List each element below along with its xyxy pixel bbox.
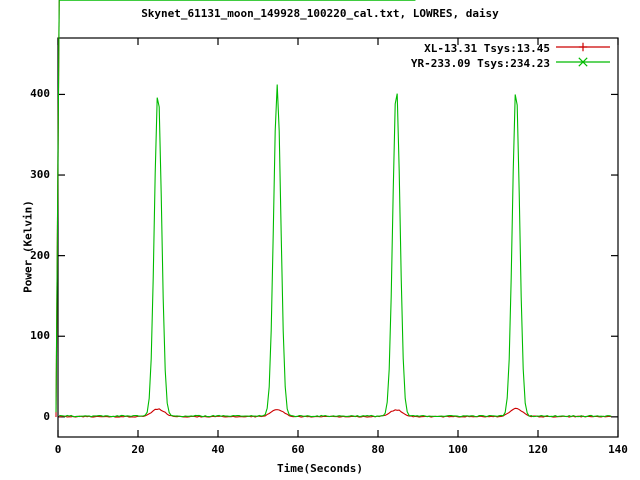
x-tick-label: 100 — [448, 443, 468, 456]
x-tick-label: 120 — [528, 443, 548, 456]
x-tick-label: 80 — [371, 443, 385, 456]
page-title: Skynet_61131_moon_149928_100220_cal.txt,… — [141, 7, 499, 20]
y-tick-label: 100 — [30, 329, 50, 343]
series-line — [59, 84, 612, 418]
y-tick-label: 0 — [43, 409, 50, 423]
y-tick-label: 400 — [30, 87, 50, 101]
plot-frame — [57, 37, 619, 438]
x-tick-label: 40 — [211, 443, 225, 456]
series-markers — [56, 0, 415, 415]
y-tick-label: 300 — [30, 168, 50, 182]
legend-entry-yr: YR-233.09 Tsys:234.23 — [410, 57, 550, 70]
x-axis-label: Time(Seconds) — [276, 462, 364, 475]
legend-sample-xl — [556, 42, 610, 52]
legend-entry-xl: XL-13.31 Tsys:13.45 — [424, 42, 550, 55]
series-yr — [56, 0, 612, 418]
x-tick-label: 0 — [54, 443, 62, 456]
legend-sample-marker — [578, 57, 588, 67]
x-tick-label: 20 — [131, 443, 145, 456]
x-tick-label: 140 — [608, 443, 628, 456]
y-axis-label: Power (Kelvin) — [21, 200, 35, 293]
y-tick-label: 200 — [30, 248, 50, 262]
legend-sample-marker — [578, 42, 588, 52]
x-tick-label: 60 — [291, 443, 305, 456]
legend-sample-yr — [556, 57, 610, 67]
